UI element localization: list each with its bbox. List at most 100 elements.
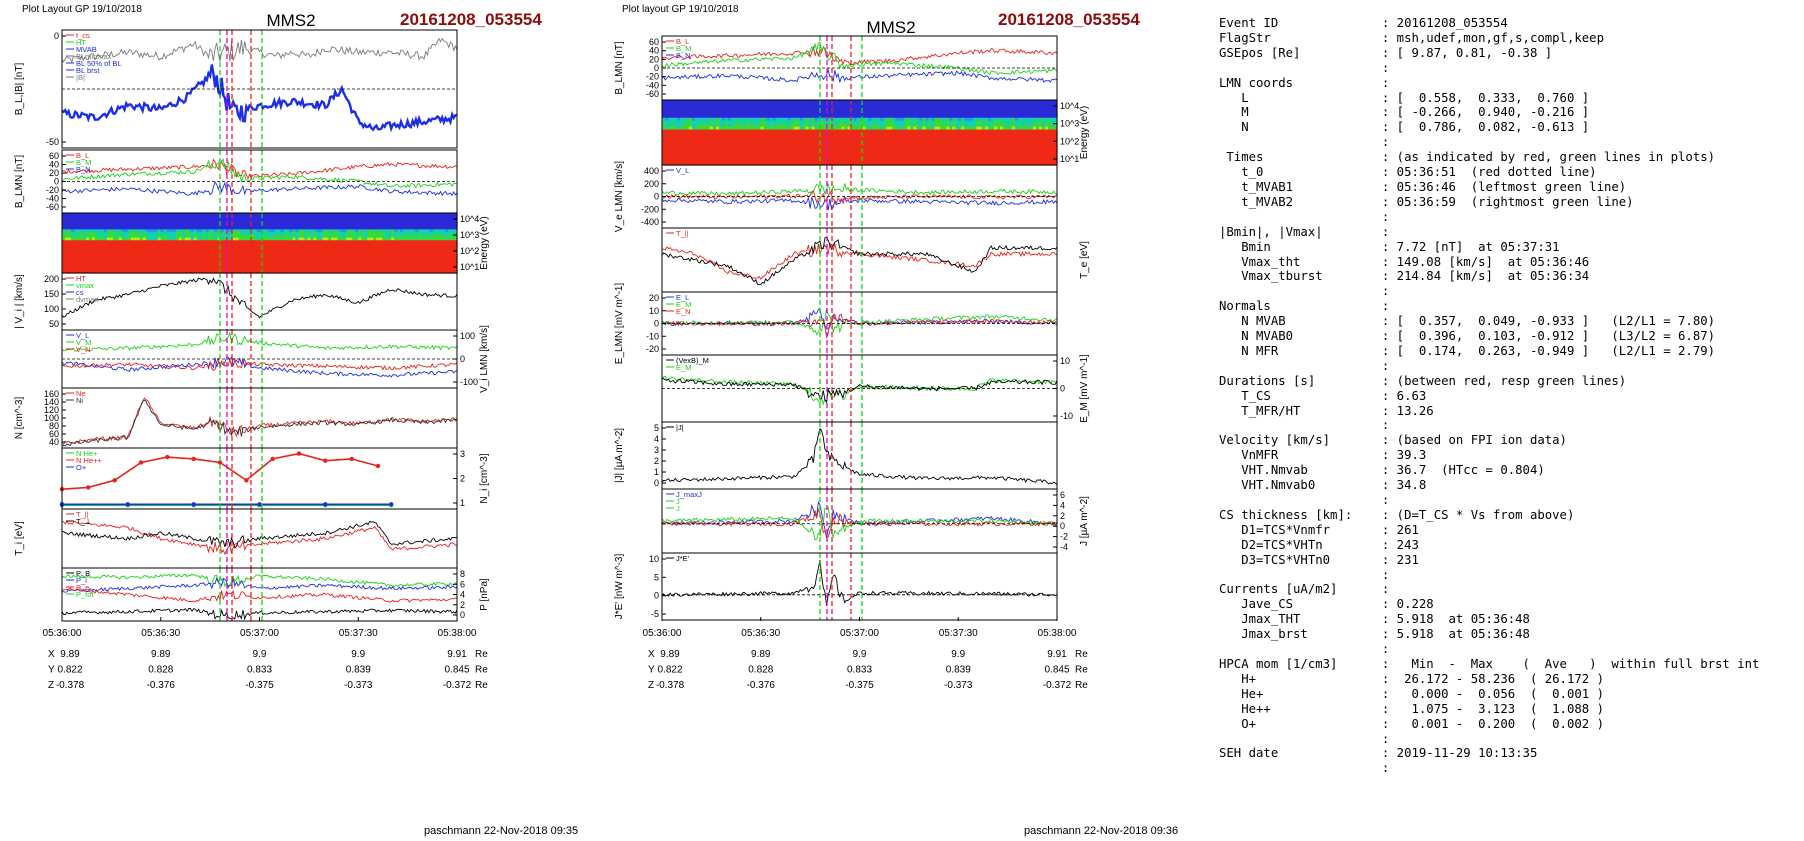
sheet1-espec-spectrogram-cell: [184, 218, 189, 222]
sheet1-espec-spectrogram-cell: [265, 221, 270, 225]
sheet1-espec-spectrogram-cell: [394, 234, 398, 239]
sheet1-espec-spectrogram-cell: [271, 218, 276, 222]
sheet2-espec-spectrogram-cell: [883, 100, 888, 104]
sheet2-espec-spectrogram-cell: [853, 114, 858, 119]
sheet1-espec-spectrogram-cell: [94, 253, 99, 258]
sheet2-espec-spectrogram-cell: [730, 162, 735, 166]
sheet1-espec-spectrogram-cell: [448, 270, 452, 274]
sheet1-espec-spectrogram-cell: [403, 232, 407, 236]
sheet1-espec-spectrogram-cell: [319, 243, 323, 247]
sheet1-hpca-data-point: [257, 502, 262, 507]
sheet1-espec-spectrogram-cell: [451, 267, 455, 271]
sheet2-espec-spectrogram-cell: [868, 100, 873, 104]
sheet1-espec-spectrogram-cell: [139, 234, 144, 239]
sheet1-espec-spectrogram-cell: [418, 259, 422, 263]
sheet1-espec-spectrogram-cell: [298, 223, 302, 228]
sheet2-espec-spectrogram-cell: [862, 102, 867, 107]
sheet1-espec-spectrogram-cell: [169, 243, 174, 247]
sheet1-espec-spectrogram-cell: [310, 264, 314, 269]
sheet1-espec-spectrogram-cell: [298, 215, 302, 220]
sheet1-espec-spectrogram-cell: [397, 218, 401, 222]
sheet1-espec-spectrogram-cell: [400, 215, 404, 220]
sheet2-espec-spectrogram-cell: [835, 159, 840, 163]
sheet1-espec-spectrogram-cell: [62, 245, 66, 250]
sheet1-espec-spectrogram-cell: [280, 262, 285, 266]
sheet2-espec-spectrogram-cell: [724, 105, 729, 110]
sheet1-espec-spectrogram-cell: [337, 259, 341, 263]
sheet2-espec-spectrogram-cell: [718, 123, 723, 128]
sheet2-espec-spectrogram-cell: [880, 126, 885, 131]
sheet1-espec-spectrogram-cell: [181, 262, 186, 266]
sheet1-espec-spectrogram-cell: [316, 213, 320, 217]
sheet2-espec-spectrogram-cell: [769, 144, 774, 148]
sheet1-espec-spectrogram-cell: [226, 223, 231, 228]
sheet2-espec-spectrogram-cell: [676, 105, 681, 110]
sheet2-espec-spectrogram-cell: [673, 105, 678, 110]
sheet1-espec-spectrogram-cell: [223, 232, 228, 236]
sheet1-espec-spectrogram-cell: [151, 243, 156, 247]
sheet1-espec-spectrogram-cell: [274, 229, 279, 233]
sheet1-espec-spectrogram-cell: [139, 237, 144, 241]
sheet1-espec-spectrogram-cell: [334, 270, 338, 274]
sheet1-pos-value: -0.378: [56, 680, 85, 691]
sheet1-espec-spectrogram-cell: [373, 234, 377, 239]
sheet2-espec-spectrogram-cell: [793, 141, 798, 145]
sheet1-espec-spectrogram-cell: [145, 262, 150, 266]
sheet2-espec-spectrogram-cell: [754, 102, 759, 107]
sheet1-espec-spectrogram-cell: [445, 264, 449, 269]
sheet1-espec-spectrogram-cell: [403, 240, 407, 244]
sheet1-espec-spectrogram-cell: [397, 226, 401, 230]
sheet1-espec-spectrogram-cell: [115, 264, 120, 269]
sheet1-espec-spectrogram-cell: [238, 256, 243, 260]
sheet2-espec-spectrogram-cell: [736, 114, 741, 119]
sheet1-espec-spectrogram-cell: [406, 270, 410, 274]
sheet1-espec-spectrogram-cell: [193, 234, 198, 239]
sheet1-espec-spectrogram-cell: [196, 253, 201, 258]
sheet1-espec-spectrogram-cell: [292, 234, 297, 239]
sheet1-espec-spectrogram-cell: [190, 270, 195, 274]
sheet2-espec-spectrogram-cell: [733, 156, 738, 160]
sheet2-espec-spectrogram-cell: [662, 126, 666, 131]
sheet1-espec-spectrogram-cell: [70, 213, 75, 217]
sheet2-espec-spectrogram-cell: [694, 105, 699, 110]
sheet-2-figure: Plot layout GP 19/10/2018 MMS2 20161208_…: [614, 4, 1178, 837]
sheet2-espec-spectrogram-cell: [844, 159, 849, 163]
sheet1-espec-spectrogram-cell: [226, 248, 231, 252]
sheet1-espec-spectrogram-cell: [439, 221, 443, 225]
sheet1-espec-spectrogram-cell: [424, 270, 428, 274]
sheet1-espec-spectrogram-cell: [433, 251, 437, 255]
sheet2-espec-spectrogram-cell: [862, 135, 867, 139]
sheet2-espec-spectrogram-cell: [733, 132, 738, 137]
sheet1-espec-spectrogram-cell: [94, 229, 99, 233]
sheet1-espec-spectrogram-cell: [241, 229, 246, 233]
sheet1-espec-spectrogram-cell: [292, 218, 297, 222]
sheet1-espec-spectrogram-cell: [112, 221, 117, 225]
sheet2-espec-spectrogram-cell: [664, 132, 669, 137]
sheet1-espec-spectrogram-cell: [283, 237, 288, 241]
sheet2-espec-spectrogram-cell: [802, 102, 807, 107]
sheet1-espec-spectrogram-cell: [316, 218, 320, 222]
sheet1-espec-spectrogram-cell: [145, 245, 150, 250]
sheet1-espec-spectrogram-cell: [208, 253, 213, 258]
sheet2-espec-spectrogram-cell: [829, 153, 834, 157]
sheet2-espec-spectrogram-cell: [835, 100, 840, 104]
sheet1-espec-spectrogram-cell: [190, 264, 195, 269]
sheet2-espec-spectrogram-cell: [886, 120, 891, 125]
sheet1-espec-spectrogram-cell: [220, 253, 225, 258]
sheet1-espec-spectrogram-cell: [388, 267, 392, 271]
sheet1-espec-spectrogram-cell: [190, 232, 195, 236]
sheet2-espec-spectrogram-cell: [748, 138, 753, 142]
sheet1-espec-spectrogram-cell: [109, 215, 114, 220]
sheet1-espec-spectrogram-cell: [70, 221, 75, 225]
sheet1-bl-frame: [61, 29, 458, 149]
sheet2-espec-spectrogram-cell: [662, 153, 666, 157]
sheet1-espec-spectrogram-cell: [271, 256, 276, 260]
sheet1-espec-spectrogram-cell: [385, 245, 389, 250]
sheet1-espec-spectrogram-cell: [103, 215, 108, 220]
sheet1-espec-spectrogram-cell: [421, 262, 425, 266]
sheet1-espec-spectrogram-cell: [406, 213, 410, 217]
sheet1-espec-spectrogram-cell: [430, 229, 434, 233]
sheet1-vilmn-legend-label: V_M: [76, 338, 91, 347]
sheet1-espec-spectrogram-cell: [439, 229, 443, 233]
sheet2-espec-spectrogram-cell: [889, 117, 894, 122]
